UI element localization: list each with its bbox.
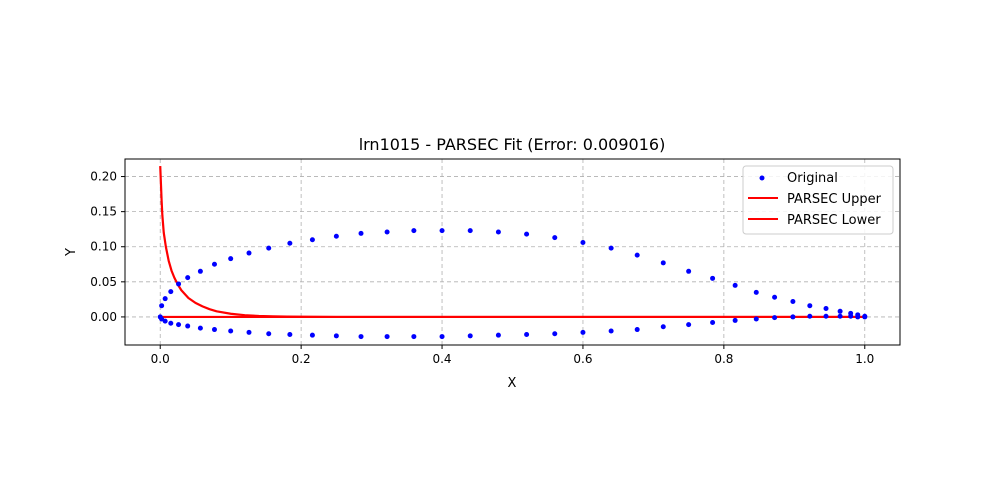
y-tick-label: 0.05 bbox=[90, 275, 117, 289]
legend-label-original: Original bbox=[787, 171, 838, 186]
data-point-original bbox=[855, 314, 861, 320]
data-point-original bbox=[772, 315, 778, 321]
data-point-original bbox=[176, 322, 182, 328]
data-point-original bbox=[185, 323, 191, 329]
data-point-original bbox=[358, 230, 364, 236]
x-tick-label: 0.2 bbox=[292, 352, 311, 366]
data-point-original bbox=[772, 294, 778, 300]
data-point-original bbox=[266, 245, 272, 251]
data-point-original bbox=[686, 322, 692, 328]
data-point-original bbox=[176, 281, 182, 287]
data-point-original bbox=[266, 331, 272, 337]
data-point-original bbox=[411, 228, 417, 234]
data-point-original bbox=[439, 334, 445, 340]
data-point-original bbox=[246, 250, 252, 256]
data-point-original bbox=[524, 231, 530, 237]
data-point-original bbox=[439, 228, 445, 234]
data-point-original bbox=[495, 332, 501, 338]
data-point-original bbox=[333, 333, 339, 339]
data-point-original bbox=[309, 332, 315, 338]
data-point-original bbox=[823, 306, 829, 311]
legend: Original PARSEC Upper PARSEC Lower bbox=[742, 165, 894, 235]
data-point-original bbox=[807, 313, 813, 319]
data-point-original bbox=[608, 245, 614, 251]
y-tick-label: 0.20 bbox=[90, 170, 117, 184]
data-point-original bbox=[732, 282, 738, 288]
data-point-original bbox=[710, 275, 716, 281]
data-point-original bbox=[790, 314, 796, 320]
data-point-original bbox=[753, 316, 759, 322]
data-point-original bbox=[333, 233, 339, 239]
data-point-original bbox=[732, 317, 738, 323]
data-point-original bbox=[185, 275, 191, 281]
data-point-original bbox=[710, 320, 716, 326]
data-point-original bbox=[168, 320, 174, 326]
data-point-original bbox=[753, 289, 759, 295]
data-point-original bbox=[807, 303, 813, 309]
data-point-original bbox=[358, 334, 364, 340]
data-point-original bbox=[660, 260, 666, 266]
data-point-original bbox=[228, 256, 234, 262]
data-point-original bbox=[467, 228, 473, 234]
y-tick-label: 0.15 bbox=[90, 205, 117, 219]
x-axis-label: X bbox=[508, 376, 517, 391]
data-point-original bbox=[228, 328, 234, 334]
y-axis-label: Y bbox=[64, 248, 79, 257]
data-point-original bbox=[197, 268, 203, 274]
plot-frame bbox=[124, 158, 901, 346]
data-point-original bbox=[580, 240, 586, 246]
data-point-original bbox=[287, 331, 293, 337]
data-point-original bbox=[211, 327, 217, 333]
data-point-original bbox=[790, 298, 796, 304]
x-tick-label: 1.0 bbox=[855, 352, 874, 366]
data-point-original bbox=[837, 313, 843, 319]
data-point-original bbox=[686, 268, 692, 274]
data-point-original bbox=[162, 296, 168, 302]
data-point-original bbox=[159, 303, 165, 309]
legend-box bbox=[742, 165, 894, 235]
x-tick-label: 0.6 bbox=[573, 352, 592, 366]
data-point-original bbox=[384, 334, 390, 340]
legend-marker-original bbox=[759, 175, 765, 181]
data-point-original bbox=[309, 237, 315, 243]
data-point-original bbox=[552, 331, 558, 337]
x-tick-label: 0.4 bbox=[432, 352, 451, 366]
data-point-original bbox=[634, 252, 640, 258]
data-point-original bbox=[384, 229, 390, 235]
y-tick-label: 0.00 bbox=[90, 310, 117, 324]
data-point-original bbox=[823, 313, 829, 319]
data-point-original bbox=[608, 328, 614, 334]
data-point-original bbox=[197, 325, 203, 331]
data-point-original bbox=[211, 261, 217, 267]
data-point-original bbox=[848, 313, 854, 319]
x-tick-label: 0.8 bbox=[714, 352, 733, 366]
data-point-original bbox=[246, 329, 252, 335]
y-tick-label: 0.10 bbox=[90, 240, 117, 254]
data-point-original bbox=[168, 289, 174, 295]
data-point-original bbox=[495, 229, 501, 235]
legend-label-parsec-upper: PARSEC Upper bbox=[787, 192, 882, 207]
data-point-original bbox=[467, 333, 473, 339]
data-point-original bbox=[862, 314, 868, 320]
chart-title: lrn1015 - PARSEC Fit (Error: 0.009016) bbox=[359, 135, 666, 154]
data-point-original bbox=[552, 235, 558, 241]
data-point-original bbox=[524, 331, 530, 337]
data-point-original bbox=[660, 324, 666, 330]
data-point-original bbox=[837, 308, 843, 314]
series-lines bbox=[159, 165, 865, 319]
series-points bbox=[157, 228, 868, 340]
x-tick-label: 0.0 bbox=[151, 352, 170, 366]
legend-label-parsec-lower: PARSEC Lower bbox=[787, 213, 881, 228]
data-point-original bbox=[580, 329, 586, 335]
data-point-original bbox=[162, 318, 168, 324]
data-point-original bbox=[634, 327, 640, 333]
axis-ticks: 0.0 0.2 0.4 0.6 0.8 1.0 0.00 0.05 0.10 0.15 0.20 bbox=[90, 170, 874, 366]
data-point-original bbox=[411, 334, 417, 340]
data-point-original bbox=[287, 240, 293, 246]
